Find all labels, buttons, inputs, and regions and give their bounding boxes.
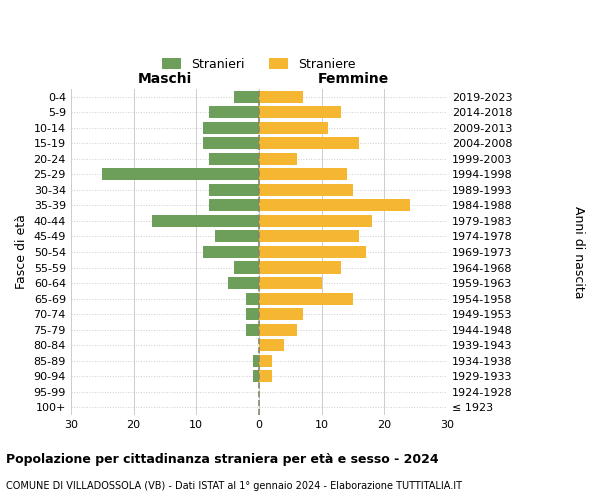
Bar: [259, 137, 359, 149]
Bar: [247, 324, 259, 336]
Bar: [259, 230, 359, 242]
Bar: [259, 184, 353, 196]
Text: COMUNE DI VILLADOSSOLA (VB) - Dati ISTAT al 1° gennaio 2024 - Elaborazione TUTTI: COMUNE DI VILLADOSSOLA (VB) - Dati ISTAT…: [6, 481, 462, 491]
Bar: [259, 215, 372, 227]
Bar: [234, 262, 259, 274]
Bar: [259, 168, 347, 180]
Bar: [152, 215, 259, 227]
Bar: [259, 152, 296, 165]
Bar: [259, 339, 284, 351]
Bar: [259, 354, 272, 367]
Bar: [259, 90, 303, 102]
Bar: [259, 246, 365, 258]
Bar: [247, 292, 259, 304]
Y-axis label: Anni di nascita: Anni di nascita: [572, 206, 585, 298]
Bar: [259, 106, 341, 118]
Bar: [259, 324, 296, 336]
Bar: [215, 230, 259, 242]
Bar: [259, 262, 341, 274]
Bar: [247, 308, 259, 320]
Bar: [253, 370, 259, 382]
Bar: [227, 277, 259, 289]
Bar: [209, 200, 259, 211]
Bar: [209, 152, 259, 165]
Y-axis label: Fasce di età: Fasce di età: [15, 214, 28, 290]
Bar: [259, 308, 303, 320]
Text: Maschi: Maschi: [138, 72, 192, 86]
Bar: [203, 137, 259, 149]
Text: Femmine: Femmine: [317, 72, 389, 86]
Bar: [259, 200, 410, 211]
Bar: [259, 277, 322, 289]
Legend: Stranieri, Straniere: Stranieri, Straniere: [157, 52, 361, 76]
Bar: [253, 354, 259, 367]
Bar: [203, 246, 259, 258]
Bar: [234, 90, 259, 102]
Bar: [209, 106, 259, 118]
Bar: [259, 292, 353, 304]
Bar: [102, 168, 259, 180]
Bar: [259, 122, 328, 134]
Text: Popolazione per cittadinanza straniera per età e sesso - 2024: Popolazione per cittadinanza straniera p…: [6, 452, 439, 466]
Bar: [209, 184, 259, 196]
Bar: [259, 370, 272, 382]
Bar: [203, 122, 259, 134]
